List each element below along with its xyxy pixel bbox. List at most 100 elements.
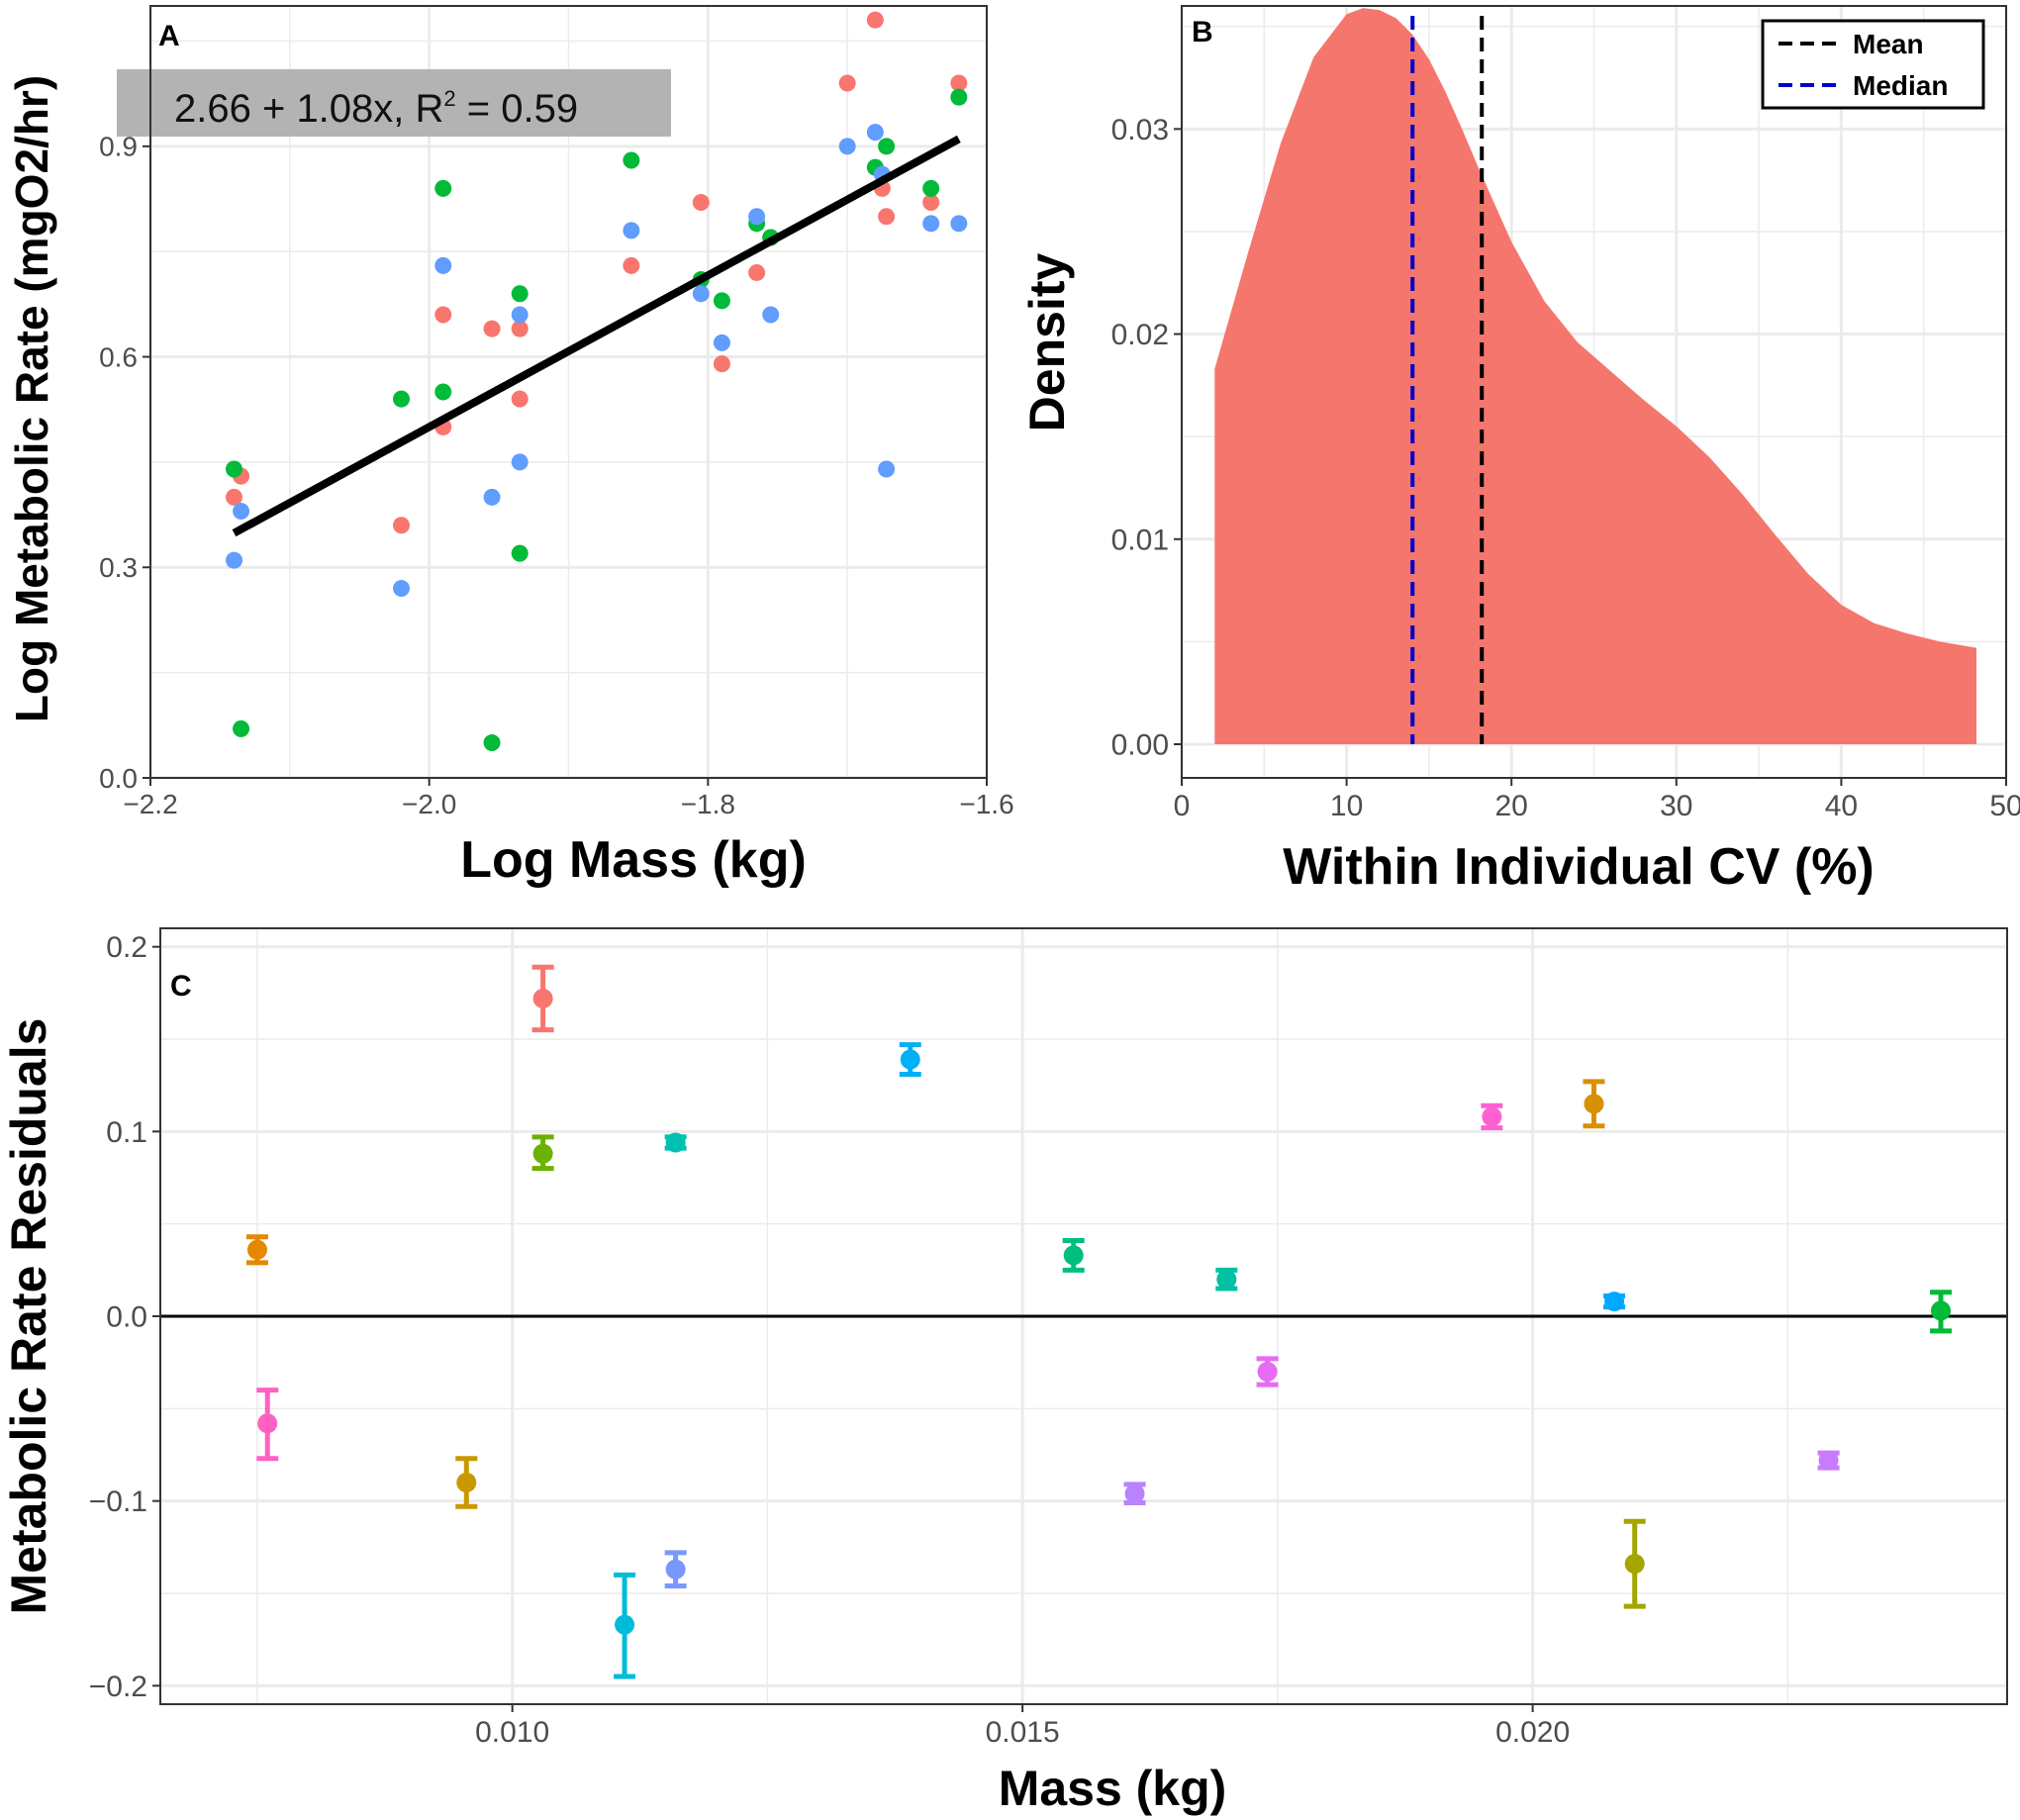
residual-point-group: [245, 1234, 268, 1266]
panel-b-x-tick-label: 30: [1660, 790, 1692, 822]
panel-a-point-red: [922, 194, 940, 212]
panel-b-x-ticks: 0 10 20 30 40 50: [1174, 778, 2020, 822]
panel-a-point-blue: [713, 334, 730, 351]
panel-b-x-tick-label: 0: [1174, 790, 1191, 822]
residual-point: [1930, 1300, 1951, 1321]
panel-a-scatter: 2.66 + 1.08x, R2 = 0.59 A −2.2 −2.0 −1.8 −1…: [6, 5, 1014, 889]
panel-c-label: C: [170, 970, 192, 1003]
legend-median-label: Median: [1853, 70, 1948, 101]
panel-a-point-blue: [226, 551, 242, 569]
residual-point: [615, 1614, 635, 1635]
panel-a-point-blue: [866, 124, 884, 142]
panel-a-point-green: [950, 88, 968, 106]
panel-b-y-tick-label: 0.00: [1111, 729, 1169, 762]
panel-b-y-tick-label: 0.03: [1111, 114, 1169, 146]
regression-equation: 2.66 + 1.08x, R2 = 0.59: [174, 86, 578, 131]
residual-point: [665, 1559, 686, 1580]
panel-c-points: [245, 964, 1952, 1679]
panel-a-point-red: [393, 517, 410, 534]
panel-c-y-tick-label: 0.0: [106, 1301, 147, 1334]
panel-a-border: [149, 5, 988, 779]
panel-a-point-blue: [838, 138, 856, 155]
panel-a-point-red: [511, 390, 529, 408]
residual-point-group: [1256, 1356, 1279, 1388]
residual-point-group: [531, 964, 554, 1033]
panel-a-point-red: [623, 256, 640, 274]
panel-a-point-green: [623, 151, 640, 169]
residual-point: [1063, 1245, 1084, 1266]
panel-b-y-tick-label: 0.01: [1111, 524, 1169, 556]
panel-b-x-tick-label: 20: [1495, 790, 1528, 822]
panel-a-point-green: [713, 292, 730, 310]
panel-a-point-blue: [950, 215, 968, 233]
panel-a-x-tick-label: −1.6: [959, 789, 1013, 819]
panel-c-y-tick-label: 0.1: [106, 1116, 147, 1149]
residual-point-group: [256, 1388, 279, 1462]
density-area: [1214, 8, 1977, 745]
panel-a-point-red: [866, 11, 884, 29]
regression-fit-line: [232, 135, 961, 537]
panel-a-point-blue: [434, 256, 452, 274]
panel-a-point-green: [483, 734, 501, 752]
panel-a-point-red: [748, 263, 766, 281]
residual-point-group: [1481, 1102, 1503, 1131]
panel-b-legend: Mean Median: [1761, 19, 1985, 110]
panel-a-point-green: [511, 544, 529, 562]
panel-a-point-red: [838, 74, 856, 92]
residual-point-group: [531, 1134, 554, 1172]
panel-c-x-tick-label: 0.020: [1495, 1716, 1570, 1749]
panel-a-point-green: [233, 719, 250, 737]
panel-a-point-red: [713, 355, 730, 373]
panel-b-y-tick-label: 0.02: [1111, 319, 1169, 351]
panel-a-point-red: [950, 74, 968, 92]
panel-a-point-red: [692, 194, 710, 212]
regression-equation-box: [117, 69, 671, 137]
panel-a-x-tick-label: −1.8: [681, 789, 735, 819]
residual-point-group: [1929, 1290, 1952, 1334]
panel-a-y-tick-label: 0.6: [99, 341, 138, 372]
panel-a-point-red: [511, 320, 529, 337]
panel-c-residuals: C 0.010 0.015 0.020 −0.2 −0.1 0.0 0.1 0.2 Mass…: [1, 927, 2008, 1816]
panel-a-point-blue: [511, 306, 529, 324]
panel-a-y-tick-label: 0.9: [99, 132, 138, 162]
panel-a-y-axis-title: Log Metabolic Rate (mgO2/hr): [6, 75, 57, 722]
residual-point-group: [899, 1042, 921, 1077]
panel-c-y-tick-label: −0.2: [89, 1671, 147, 1703]
residual-point: [1624, 1554, 1645, 1575]
residual-point: [257, 1413, 278, 1434]
residual-point-group: [1062, 1237, 1085, 1273]
residual-point-group: [664, 1550, 687, 1589]
panel-a-point-blue: [878, 460, 896, 478]
panel-a-point-green: [511, 285, 529, 303]
residual-point: [665, 1132, 686, 1153]
panel-a-point-green: [434, 179, 452, 197]
residual-point-group: [1817, 1450, 1840, 1471]
panel-a-point-blue: [483, 488, 501, 506]
panel-a-point-green: [878, 138, 896, 155]
panel-a-point-blue: [748, 208, 766, 226]
panel-c-x-tick-label: 0.015: [986, 1716, 1060, 1749]
residual-point: [1124, 1484, 1145, 1504]
legend-mean-label: Mean: [1853, 29, 1924, 59]
residual-point-group: [455, 1456, 478, 1509]
panel-a-point-red: [226, 488, 242, 506]
panel-a-point-red: [878, 208, 896, 226]
residual-point: [1818, 1450, 1839, 1471]
residual-point-group: [1215, 1267, 1238, 1292]
panel-b-x-axis-title: Within Individual CV (%): [1283, 838, 1875, 896]
panel-c-y-tick-label: 0.2: [106, 931, 147, 964]
residual-point-group: [614, 1572, 636, 1679]
residual-point-group: [1623, 1518, 1646, 1609]
residual-point: [532, 1143, 553, 1164]
panel-c-y-tick-label: −0.1: [89, 1485, 147, 1518]
panel-a-point-green: [434, 383, 452, 401]
panel-a-point-green: [393, 390, 410, 408]
panel-a-point-blue: [623, 222, 640, 239]
panel-b-x-tick-label: 10: [1330, 790, 1363, 822]
panel-b-density: B Mean Median 0 10 20 30 40 50 0.000.010.020.…: [1019, 5, 2020, 896]
panel-b-border: [1181, 5, 2007, 779]
residual-point: [456, 1473, 477, 1492]
residual-point: [246, 1239, 267, 1260]
panel-c-x-tick-label: 0.010: [475, 1716, 549, 1749]
